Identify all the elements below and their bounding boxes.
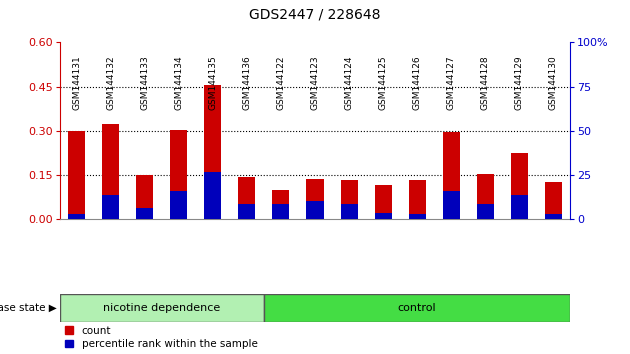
Bar [510, 153, 528, 219]
Bar [442, 190, 459, 219]
Bar [306, 179, 324, 219]
Bar [476, 174, 494, 219]
Bar [272, 204, 289, 219]
Bar [340, 204, 358, 219]
Text: GSM144132: GSM144132 [106, 55, 115, 110]
Bar [60, 294, 264, 322]
Bar [69, 213, 86, 219]
Legend: count, percentile rank within the sample: count, percentile rank within the sample [65, 326, 258, 349]
Bar [264, 294, 570, 322]
Bar [476, 204, 494, 219]
Text: GSM144129: GSM144129 [515, 55, 524, 110]
Bar [238, 177, 256, 219]
Bar [170, 190, 188, 219]
Bar [408, 213, 425, 219]
Bar [238, 204, 256, 219]
Text: GSM144122: GSM144122 [277, 55, 285, 109]
Bar [102, 124, 119, 219]
Text: nicotine dependence: nicotine dependence [103, 303, 220, 313]
Text: GSM144136: GSM144136 [243, 55, 251, 110]
Bar [204, 85, 222, 219]
Bar [272, 190, 289, 219]
Text: GSM144127: GSM144127 [447, 55, 455, 110]
Text: GSM144124: GSM144124 [345, 55, 353, 109]
Text: control: control [398, 303, 437, 313]
Bar [69, 131, 86, 219]
Bar [408, 180, 425, 219]
Bar [102, 195, 119, 219]
Bar [544, 213, 561, 219]
Text: GSM144131: GSM144131 [72, 55, 81, 110]
Bar [340, 180, 358, 219]
Text: GDS2447 / 228648: GDS2447 / 228648 [249, 7, 381, 21]
Bar [544, 182, 561, 219]
Text: GSM144125: GSM144125 [379, 55, 387, 110]
Text: GSM144133: GSM144133 [140, 55, 149, 110]
Bar [170, 130, 188, 219]
Text: GSM144135: GSM144135 [209, 55, 217, 110]
Bar [306, 201, 324, 219]
Text: GSM144134: GSM144134 [175, 55, 183, 110]
Bar [136, 208, 153, 219]
Bar [136, 175, 153, 219]
Bar [442, 132, 459, 219]
Text: GSM144123: GSM144123 [311, 55, 319, 110]
Bar [374, 213, 391, 219]
Text: GSM144130: GSM144130 [549, 55, 558, 110]
Bar [374, 185, 391, 219]
Text: GSM144128: GSM144128 [481, 55, 490, 110]
Text: GSM144126: GSM144126 [413, 55, 421, 110]
Text: disease state ▶: disease state ▶ [0, 303, 57, 313]
Bar [204, 172, 222, 219]
Bar [510, 195, 528, 219]
